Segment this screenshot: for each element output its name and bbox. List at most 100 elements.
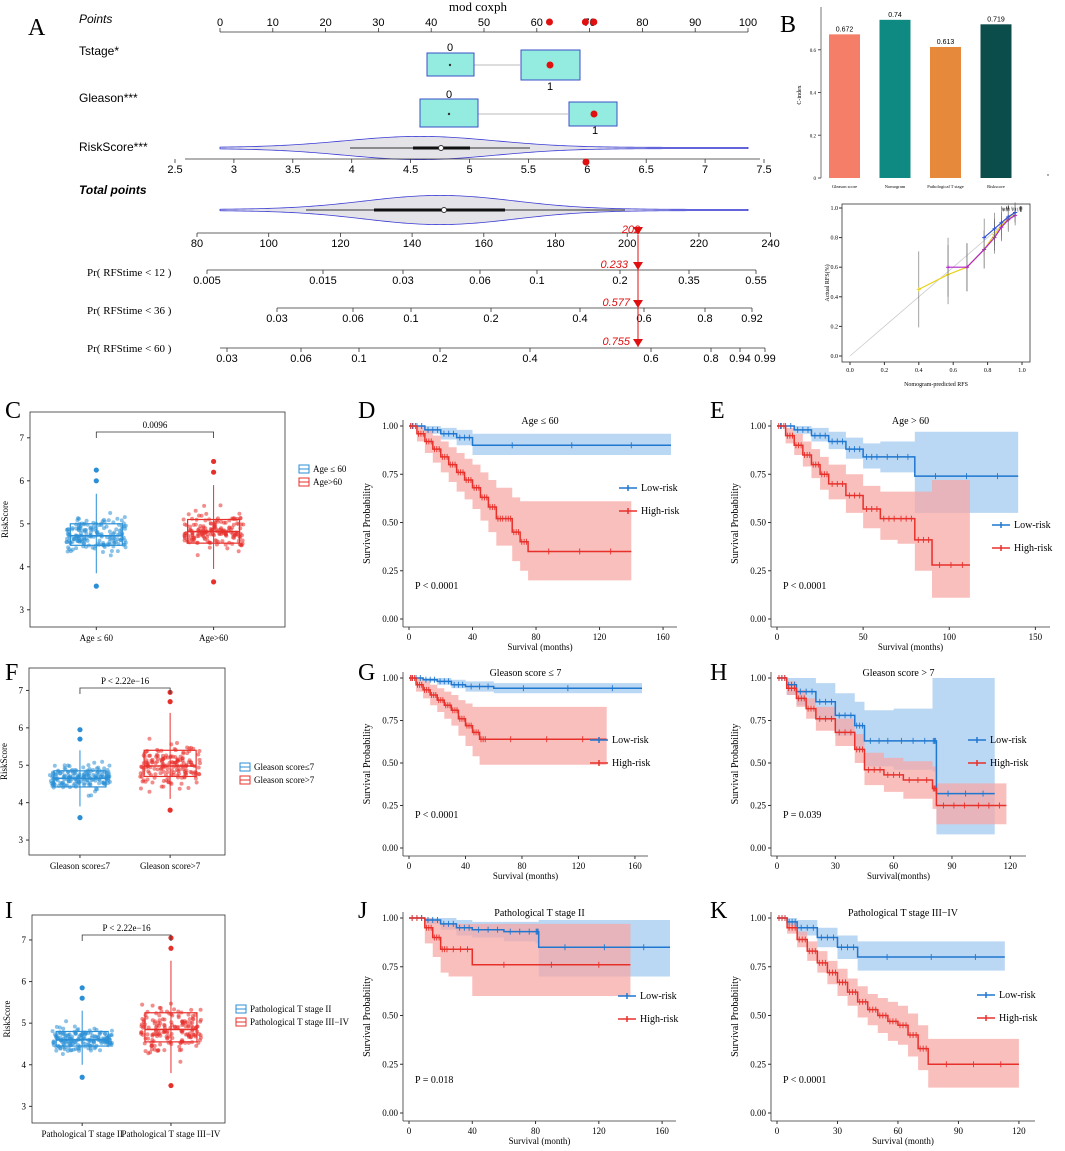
box-outlier — [79, 995, 85, 1001]
box-jitter-point — [186, 1012, 191, 1017]
box-jitter-point — [149, 1043, 154, 1048]
box-jitter-point — [191, 522, 196, 527]
points-tick-label: 20 — [319, 17, 331, 29]
km-y-tick-label: 0.25 — [750, 1059, 766, 1069]
bar-2 — [930, 46, 961, 178]
box-jitter-point — [190, 1020, 195, 1025]
box-jitter-point — [58, 771, 63, 776]
box-y-tick-label: 4 — [19, 798, 24, 808]
box-pvalue-bracket — [95, 431, 214, 438]
box-jitter-point — [105, 768, 110, 773]
box-jitter-point — [52, 763, 57, 768]
box-pvalue-bracket — [79, 687, 171, 694]
riskscore-tick-label: 5 — [466, 164, 472, 176]
km-x-label: Survival(months) — [867, 871, 930, 881]
gleason-level-0: 0 — [446, 89, 452, 101]
box-jitter-point — [150, 760, 155, 765]
cal-point — [964, 265, 969, 270]
box-jitter-point — [88, 1048, 93, 1053]
cal-y-tick-label: 0.4 — [831, 295, 839, 301]
cal-x-tick-label: 1.0 — [1018, 368, 1026, 374]
box-jitter-point — [108, 553, 113, 558]
box-jitter-point — [115, 549, 120, 554]
box-jitter-point — [66, 527, 71, 532]
km-pvalue: P = 0.039 — [783, 810, 821, 821]
box-jitter-point — [230, 541, 235, 546]
box-legend-label: Pathological T stage II — [250, 1004, 331, 1014]
box-x-tick-label: Gleason score>7 — [140, 861, 201, 871]
box-jitter-point — [139, 1024, 144, 1029]
box-jitter-point — [50, 1029, 55, 1034]
km-x-tick-label: 40 — [468, 632, 478, 642]
box-jitter-point — [139, 764, 144, 769]
tstage-level-0: 0 — [447, 42, 453, 54]
km-y-tick-label: 0.75 — [750, 716, 766, 726]
pr12-value: 0.233 — [600, 259, 628, 271]
box-outlier — [79, 1074, 85, 1080]
prediction-arrow-0 — [633, 227, 643, 235]
box-jitter-point — [86, 780, 91, 785]
cal-x-tick-label: 0.2 — [881, 368, 889, 374]
box-jitter-point — [179, 1047, 184, 1052]
panel-label-B: B — [780, 12, 796, 38]
km-age-le60: 0.00 0.25 0.50 0.75 1.00 0 40 80 120 160 Survival … — [362, 416, 679, 652]
km-y-tick-label: 1.00 — [750, 673, 766, 683]
box-jitter-point — [109, 548, 114, 553]
riskscore-tick-label: 7.5 — [756, 164, 771, 176]
km-age-gt60: 0.00 0.25 0.50 0.75 1.00 0 50 100 150 Survival (m… — [730, 416, 1052, 652]
box-jitter-point — [202, 503, 207, 508]
box-jitter-point — [63, 1035, 68, 1040]
box-jitter-point — [86, 793, 91, 798]
box-jitter-point — [57, 1025, 62, 1030]
riskscore-tick-label: 5.5 — [521, 164, 536, 176]
km-y-tick-label: 0.75 — [750, 469, 766, 479]
box-jitter-point — [138, 771, 143, 776]
row-label-pr36: Pr( RFStime < 36 ) — [87, 305, 172, 317]
tstage-marker — [546, 61, 554, 69]
box-jitter-point — [108, 510, 113, 515]
box-jitter-point — [165, 1029, 170, 1034]
box-jitter-point — [58, 1031, 63, 1036]
panel-label-J: J — [358, 898, 367, 924]
box-jitter-point — [84, 531, 89, 536]
bar-value-label: 0.613 — [937, 39, 955, 46]
box-outlier — [168, 1082, 174, 1089]
box-jitter-point — [197, 761, 202, 766]
box-outlier — [93, 583, 99, 589]
km-high-risk-curve — [777, 917, 1019, 1065]
riskscore-marker — [582, 158, 590, 166]
box-jitter-point — [122, 515, 127, 520]
box-jitter-point — [108, 536, 113, 541]
bar-y-label: C-index — [797, 85, 803, 104]
points-marker — [581, 18, 589, 26]
km-y-tick-label: 0.00 — [382, 843, 398, 853]
km-y-tick-label: 0.25 — [382, 801, 398, 811]
box-jitter-point — [123, 540, 128, 545]
box-jitter-point — [67, 547, 72, 552]
km-legend-label: High-risk — [612, 758, 650, 769]
box-x-tick-label: Age>60 — [199, 633, 229, 643]
box-outlier — [77, 736, 83, 742]
box-jitter-point — [73, 1040, 78, 1045]
box-jitter-point — [227, 526, 232, 531]
total-tick-label: 180 — [546, 238, 564, 250]
box-jitter-point — [139, 1030, 144, 1035]
box-jitter-point — [237, 511, 242, 516]
box-y-tick-label: 6 — [20, 476, 25, 486]
box-jitter-point — [72, 1024, 77, 1029]
km-x-tick-label: 0 — [775, 861, 780, 871]
box-jitter-point — [186, 760, 191, 765]
box-jitter-point — [66, 763, 71, 768]
box-jitter-point — [231, 522, 236, 527]
km-y-tick-label: 0.25 — [382, 1059, 398, 1069]
km-y-label: Survival Probability — [730, 483, 741, 564]
riskscore-tick-label: 4 — [349, 164, 355, 176]
box-jitter-point — [73, 1046, 78, 1051]
box-jitter-point — [194, 1043, 199, 1048]
box-jitter-point — [79, 539, 84, 544]
km-x-label: Survival (month) — [872, 1136, 934, 1146]
pr36-tick-label: 0.8 — [697, 313, 712, 325]
box-outlier — [93, 478, 99, 484]
